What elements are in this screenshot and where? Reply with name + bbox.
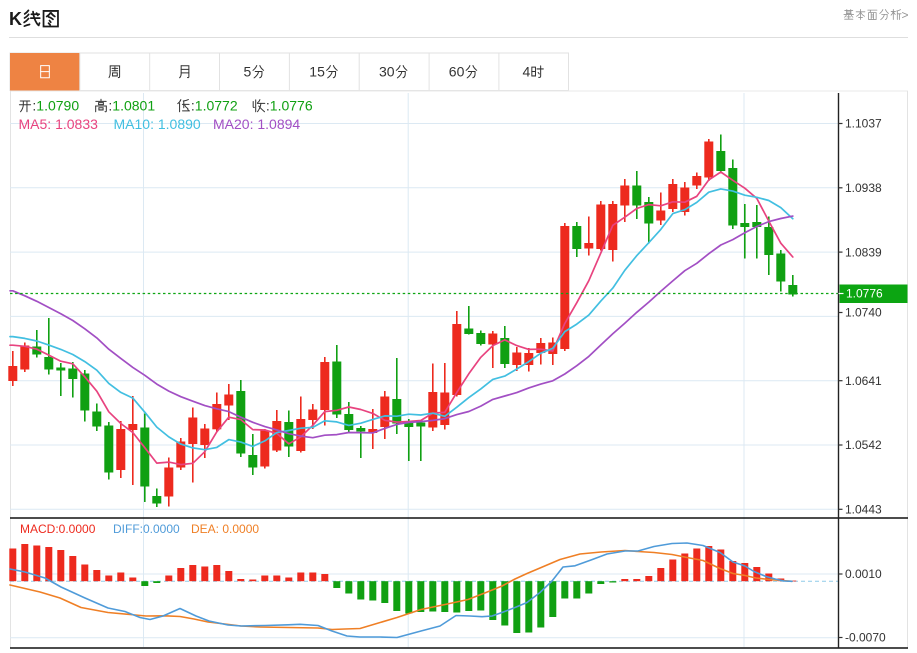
svg-text::1.0790: :1.0790 xyxy=(32,98,79,114)
svg-text:DIFF:0.0000: DIFF:0.0000 xyxy=(113,522,180,536)
svg-text:1.0641: 1.0641 xyxy=(845,374,882,388)
svg-text:K: K xyxy=(9,9,22,29)
svg-text:1.0740: 1.0740 xyxy=(845,306,882,320)
svg-text:1.0443: 1.0443 xyxy=(845,503,882,517)
svg-text:1.0542: 1.0542 xyxy=(845,438,882,452)
svg-text:-0.0070: -0.0070 xyxy=(845,631,886,645)
svg-text:0.0010: 0.0010 xyxy=(845,567,882,581)
svg-text:DEA: 0.0000: DEA: 0.0000 xyxy=(191,522,259,536)
svg-text:1.1037: 1.1037 xyxy=(845,117,882,131)
svg-text:>: > xyxy=(902,8,909,22)
svg-text:60: 60 xyxy=(449,64,465,80)
svg-text:1.0839: 1.0839 xyxy=(845,245,882,259)
svg-text:MA5: 1.0833: MA5: 1.0833 xyxy=(19,116,99,132)
svg-text::1.0772: :1.0772 xyxy=(191,98,238,114)
svg-text:MA20: 1.0894: MA20: 1.0894 xyxy=(213,116,300,132)
svg-text:30: 30 xyxy=(379,64,395,80)
svg-text::1.0801: :1.0801 xyxy=(108,98,155,114)
svg-text::1.0776: :1.0776 xyxy=(266,98,313,114)
svg-text:4: 4 xyxy=(523,64,531,80)
svg-text:MA10: 1.0890: MA10: 1.0890 xyxy=(114,116,201,132)
svg-text:MACD:0.0000: MACD:0.0000 xyxy=(20,522,96,536)
svg-text:1.0938: 1.0938 xyxy=(845,181,882,195)
svg-text:15: 15 xyxy=(309,64,325,80)
svg-text:1.0776: 1.0776 xyxy=(846,287,883,301)
svg-text:5: 5 xyxy=(244,64,252,80)
